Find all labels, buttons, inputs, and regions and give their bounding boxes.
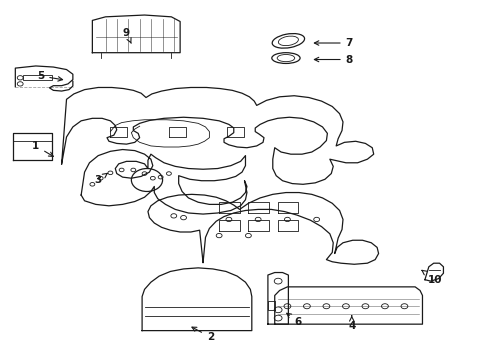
Text: 6: 6 xyxy=(286,313,301,327)
Text: 4: 4 xyxy=(347,316,355,331)
Bar xyxy=(22,75,52,80)
Text: 1: 1 xyxy=(32,141,53,156)
Text: 8: 8 xyxy=(314,54,352,64)
Text: 9: 9 xyxy=(122,28,131,43)
Text: 5: 5 xyxy=(37,71,62,81)
Text: 10: 10 xyxy=(421,270,441,285)
Text: 7: 7 xyxy=(314,38,352,48)
Text: 2: 2 xyxy=(192,327,214,342)
Text: 3: 3 xyxy=(94,173,107,185)
